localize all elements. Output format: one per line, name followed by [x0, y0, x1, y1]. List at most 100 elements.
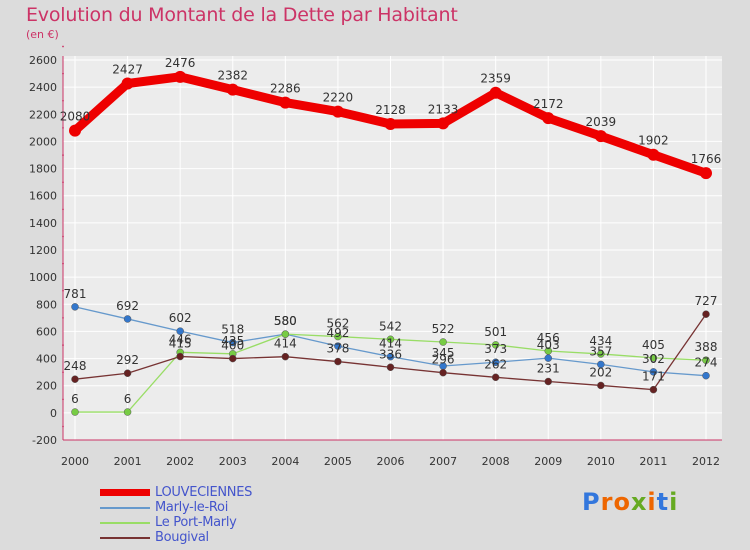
data-label-le-port-marly: 6 — [124, 392, 132, 406]
data-point-marly-le-roi — [597, 360, 605, 369]
y-tick-label: 400 — [36, 353, 57, 366]
data-point-louveciennes — [437, 117, 450, 130]
data-label-louveciennes: 2359 — [480, 72, 511, 86]
x-tick-label: 2006 — [377, 455, 405, 468]
logo-letter: P — [582, 488, 601, 516]
data-label-le-port-marly: 501 — [484, 325, 507, 339]
data-point-bougival — [544, 377, 552, 386]
data-point-louveciennes — [700, 167, 712, 180]
data-point-marly-le-roi — [334, 342, 342, 350]
legend-swatch — [100, 521, 150, 524]
data-label-louveciennes: 2286 — [270, 82, 301, 96]
data-label-le-port-marly: 456 — [537, 331, 560, 345]
data-label-marly-le-roi: 692 — [116, 299, 139, 313]
data-label-bougival: 727 — [695, 294, 718, 308]
legend-item-louveciennes: LOUVECIENNES — [100, 485, 252, 500]
data-label-bougival: 415 — [169, 337, 192, 351]
data-point-bougival — [439, 368, 447, 377]
data-label-bougival: 414 — [274, 337, 297, 351]
logo-letter: t — [656, 488, 670, 516]
data-point-marly-le-roi — [491, 358, 500, 366]
x-tick-label: 2000 — [61, 455, 89, 468]
y-tick-label: 1400 — [29, 217, 57, 230]
data-label-bougival: 171 — [642, 370, 665, 384]
data-point-bougival — [176, 352, 184, 361]
data-label-le-port-marly: 435 — [221, 334, 244, 348]
data-point-le-port-marly — [649, 354, 658, 362]
data-label-bougival: 336 — [379, 347, 402, 361]
y-tick-label: 200 — [36, 380, 57, 393]
chart-unit-subtitle: (en €) — [26, 28, 59, 41]
data-point-marly-le-roi — [702, 371, 710, 380]
data-point-louveciennes — [384, 118, 397, 131]
legend-label: LOUVECIENNES — [155, 485, 253, 500]
data-point-marly-le-roi — [649, 368, 658, 376]
data-label-louveciennes: 2080 — [60, 110, 91, 124]
data-point-bougival — [597, 381, 605, 390]
data-label-marly-le-roi: 373 — [484, 342, 507, 356]
data-label-bougival: 292 — [116, 353, 139, 367]
data-label-le-port-marly: 388 — [695, 340, 718, 354]
y-minor-tick — [62, 45, 64, 48]
x-tick-label: 2002 — [166, 455, 194, 468]
data-label-marly-le-roi: 580 — [274, 314, 297, 328]
data-point-marly-le-roi — [176, 327, 184, 335]
data-point-bougival — [71, 375, 79, 383]
data-point-bougival — [334, 357, 342, 366]
data-label-marly-le-roi: 403 — [537, 338, 560, 352]
data-label-marly-le-roi: 274 — [695, 356, 718, 370]
data-label-bougival: 231 — [537, 362, 560, 376]
y-tick-label: 2000 — [29, 135, 57, 148]
x-tick-label: 2005 — [324, 455, 352, 468]
data-point-le-port-marly — [597, 350, 605, 358]
data-label-bougival: 378 — [326, 342, 349, 356]
x-tick-label: 2012 — [692, 455, 720, 468]
data-label-marly-le-roi: 357 — [589, 344, 612, 358]
logo-letter: r — [600, 488, 614, 516]
data-point-le-port-marly — [334, 332, 342, 341]
data-label-le-port-marly: 6 — [71, 392, 79, 406]
data-label-le-port-marly: 562 — [326, 317, 349, 331]
data-label-louveciennes: 2220 — [323, 91, 354, 105]
x-tick-label: 2010 — [587, 455, 615, 468]
data-point-louveciennes — [226, 83, 239, 96]
legend-label: Le Port-Marly — [155, 515, 237, 530]
legend-item-marly-le-roi: Marly-le-Roi — [100, 500, 252, 515]
x-tick-label: 2007 — [429, 455, 457, 468]
data-label-louveciennes: 2133 — [428, 102, 459, 116]
data-label-louveciennes: 2427 — [112, 62, 143, 76]
y-tick-label: 0 — [50, 407, 57, 420]
data-label-le-port-marly: 446 — [169, 332, 192, 346]
y-tick-label: 2200 — [29, 108, 57, 121]
y-tick-label: 2400 — [29, 81, 57, 94]
data-point-le-port-marly — [71, 408, 79, 416]
data-point-bougival — [491, 373, 500, 382]
data-point-marly-le-roi — [123, 315, 132, 323]
data-point-louveciennes — [542, 112, 555, 125]
data-point-bougival — [123, 369, 132, 377]
data-point-bougival — [229, 354, 237, 363]
data-label-louveciennes: 2039 — [586, 115, 617, 129]
x-tick-label: 2009 — [534, 455, 562, 468]
data-label-bougival: 248 — [64, 359, 87, 373]
data-point-bougival — [702, 310, 710, 318]
logo-letter: i — [647, 488, 657, 516]
data-point-le-port-marly — [491, 341, 500, 349]
data-point-louveciennes — [69, 124, 81, 137]
y-tick-label: 800 — [36, 298, 57, 311]
chart-title: Evolution du Montant de la Dette par Hab… — [26, 4, 458, 26]
y-tick-label: 1200 — [29, 244, 57, 257]
data-label-marly-le-roi: 492 — [326, 326, 349, 340]
y-tick-label: 1000 — [29, 271, 57, 284]
logo-letter: i — [669, 488, 679, 516]
y-tick-label: 1800 — [29, 163, 57, 176]
legend-item-le-port-marly: Le Port-Marly — [100, 515, 252, 530]
data-point-le-port-marly — [544, 347, 552, 355]
data-label-louveciennes: 2382 — [217, 69, 248, 83]
data-label-marly-le-roi: 781 — [64, 287, 87, 301]
data-point-louveciennes — [594, 130, 607, 143]
data-label-bougival: 296 — [432, 353, 455, 367]
data-point-louveciennes — [121, 77, 134, 90]
legend-swatch — [100, 536, 150, 539]
